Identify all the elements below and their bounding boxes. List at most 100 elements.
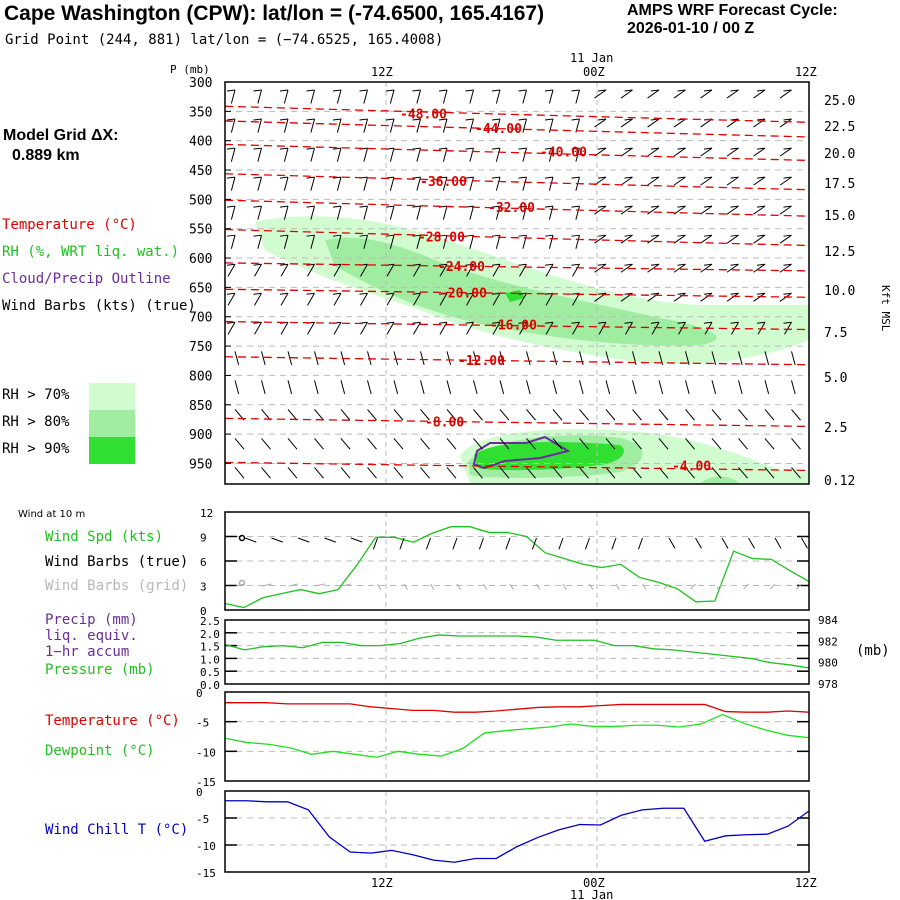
wind-barb-flag xyxy=(756,321,766,324)
wind-barb-true xyxy=(721,537,729,549)
wind-barb-staff xyxy=(700,292,713,302)
wind-barb-flag xyxy=(783,176,792,179)
wind-barb xyxy=(632,380,637,395)
wind-barb xyxy=(465,89,474,104)
wind-barb xyxy=(552,351,558,365)
wind-barb-staff xyxy=(336,147,342,162)
wind-barb-staff xyxy=(280,322,289,335)
date-label: 11 Jan xyxy=(570,51,613,65)
wind-barb xyxy=(711,409,722,421)
wind-barb xyxy=(673,234,686,244)
legend-rh80-label: RH > 80% xyxy=(2,414,70,430)
wind-barb xyxy=(726,205,739,215)
temperature-contour xyxy=(224,120,810,138)
wind-barb xyxy=(359,234,368,249)
wind-barb-flag xyxy=(412,89,421,92)
wind-barb-flag xyxy=(253,292,262,295)
wind-barb-flag xyxy=(624,263,633,266)
wind-barb-staff xyxy=(230,147,236,162)
wind-barb-staff xyxy=(442,235,448,249)
series-line-dewpoint xyxy=(224,713,810,758)
wind-barb xyxy=(753,292,766,302)
wind-barb xyxy=(438,89,448,104)
wind-barb-staff xyxy=(738,351,743,365)
wind-barb-staff xyxy=(336,118,342,133)
wind-barb-flag xyxy=(624,176,633,179)
wind-barb-staff xyxy=(416,118,421,133)
wind-barb-staff xyxy=(632,380,637,395)
wind-barb xyxy=(359,89,368,104)
wind-barb-staff xyxy=(594,234,607,244)
wind-barb-staff xyxy=(473,409,483,421)
wind-barb-staff xyxy=(227,293,236,306)
wind-barb xyxy=(279,176,289,191)
wind-barb-flag xyxy=(756,118,766,121)
panel-tick-label: -5 xyxy=(196,813,209,826)
wind-barb xyxy=(658,380,664,395)
wind-barb-staff xyxy=(442,118,448,133)
temperature-contour-label: -44.00 xyxy=(475,122,522,137)
wind-barb-staff xyxy=(310,147,315,162)
wind-barb-flag xyxy=(385,205,395,208)
wind-barb-grid xyxy=(430,583,435,590)
temperature-contour-label: -36.00 xyxy=(420,175,467,190)
wind-barb xyxy=(544,89,554,104)
wind-barb-flag xyxy=(650,118,660,121)
panel-tick-label: 2.0 xyxy=(200,628,220,641)
wind-barb xyxy=(438,176,448,191)
wind-barb xyxy=(473,467,483,479)
wind-barb xyxy=(783,321,792,335)
wind-barb-staff xyxy=(393,467,404,479)
wind-barb-staff xyxy=(726,205,739,215)
wind-barb-flag xyxy=(677,147,686,150)
pressure-tick-label: 300 xyxy=(189,76,212,91)
wind-barb xyxy=(465,147,474,162)
wind-barb xyxy=(647,89,660,99)
wind-barb-flag xyxy=(253,176,262,179)
wind-barb xyxy=(700,89,713,99)
wind-barb xyxy=(340,409,351,421)
wind-barb-staff xyxy=(620,205,633,215)
wind-barb xyxy=(571,205,580,220)
wind-barb-staff xyxy=(367,380,372,395)
wind-barb xyxy=(499,409,510,421)
wind-barb-flag xyxy=(306,89,315,92)
temperature-dewpoint-panel: 0 -5 -10 -15 xyxy=(196,687,810,789)
wind-barb xyxy=(465,205,474,220)
panel-tick-label: -15 xyxy=(196,776,216,789)
wind-barb xyxy=(226,321,236,335)
wind-barb-flag xyxy=(703,147,713,150)
wind-barb xyxy=(673,205,686,215)
wind-barb-true xyxy=(478,537,484,550)
wind-barb-staff xyxy=(673,234,686,244)
wind-barb xyxy=(279,321,289,335)
wind-barb xyxy=(791,409,801,421)
wind-barb-flag xyxy=(756,205,766,208)
wind-barb xyxy=(438,321,448,335)
wind-barb-staff xyxy=(287,409,298,421)
temperature-contour xyxy=(224,173,810,191)
time-tick-label: 12Z xyxy=(371,876,393,890)
wind-barb-flag xyxy=(756,292,766,295)
temperature-contour xyxy=(224,262,810,272)
wind-barb-staff xyxy=(314,438,324,450)
wind-barb-flag xyxy=(385,292,395,295)
wind-barb xyxy=(234,351,240,365)
wind-barb-staff xyxy=(261,351,266,365)
temperature-contour-label: -12.00 xyxy=(458,354,505,369)
wind-barb xyxy=(314,380,319,395)
wind-barb-staff xyxy=(307,263,315,277)
wind-barb xyxy=(726,89,739,99)
wind-barb-staff xyxy=(522,176,527,191)
wind-barb-staff xyxy=(753,89,766,99)
wind-barb-flag xyxy=(544,234,554,237)
wind-barb-staff xyxy=(552,380,558,395)
panel-tick-label: 0.5 xyxy=(200,666,220,679)
wind-barb-flag xyxy=(491,205,501,208)
wind-barb-staff xyxy=(658,351,664,365)
wind-barb xyxy=(791,438,801,450)
wind-barb xyxy=(518,234,527,249)
wind-barb xyxy=(465,176,474,191)
wind-barb-flag xyxy=(226,89,236,92)
wind-barb-flag xyxy=(677,321,686,324)
